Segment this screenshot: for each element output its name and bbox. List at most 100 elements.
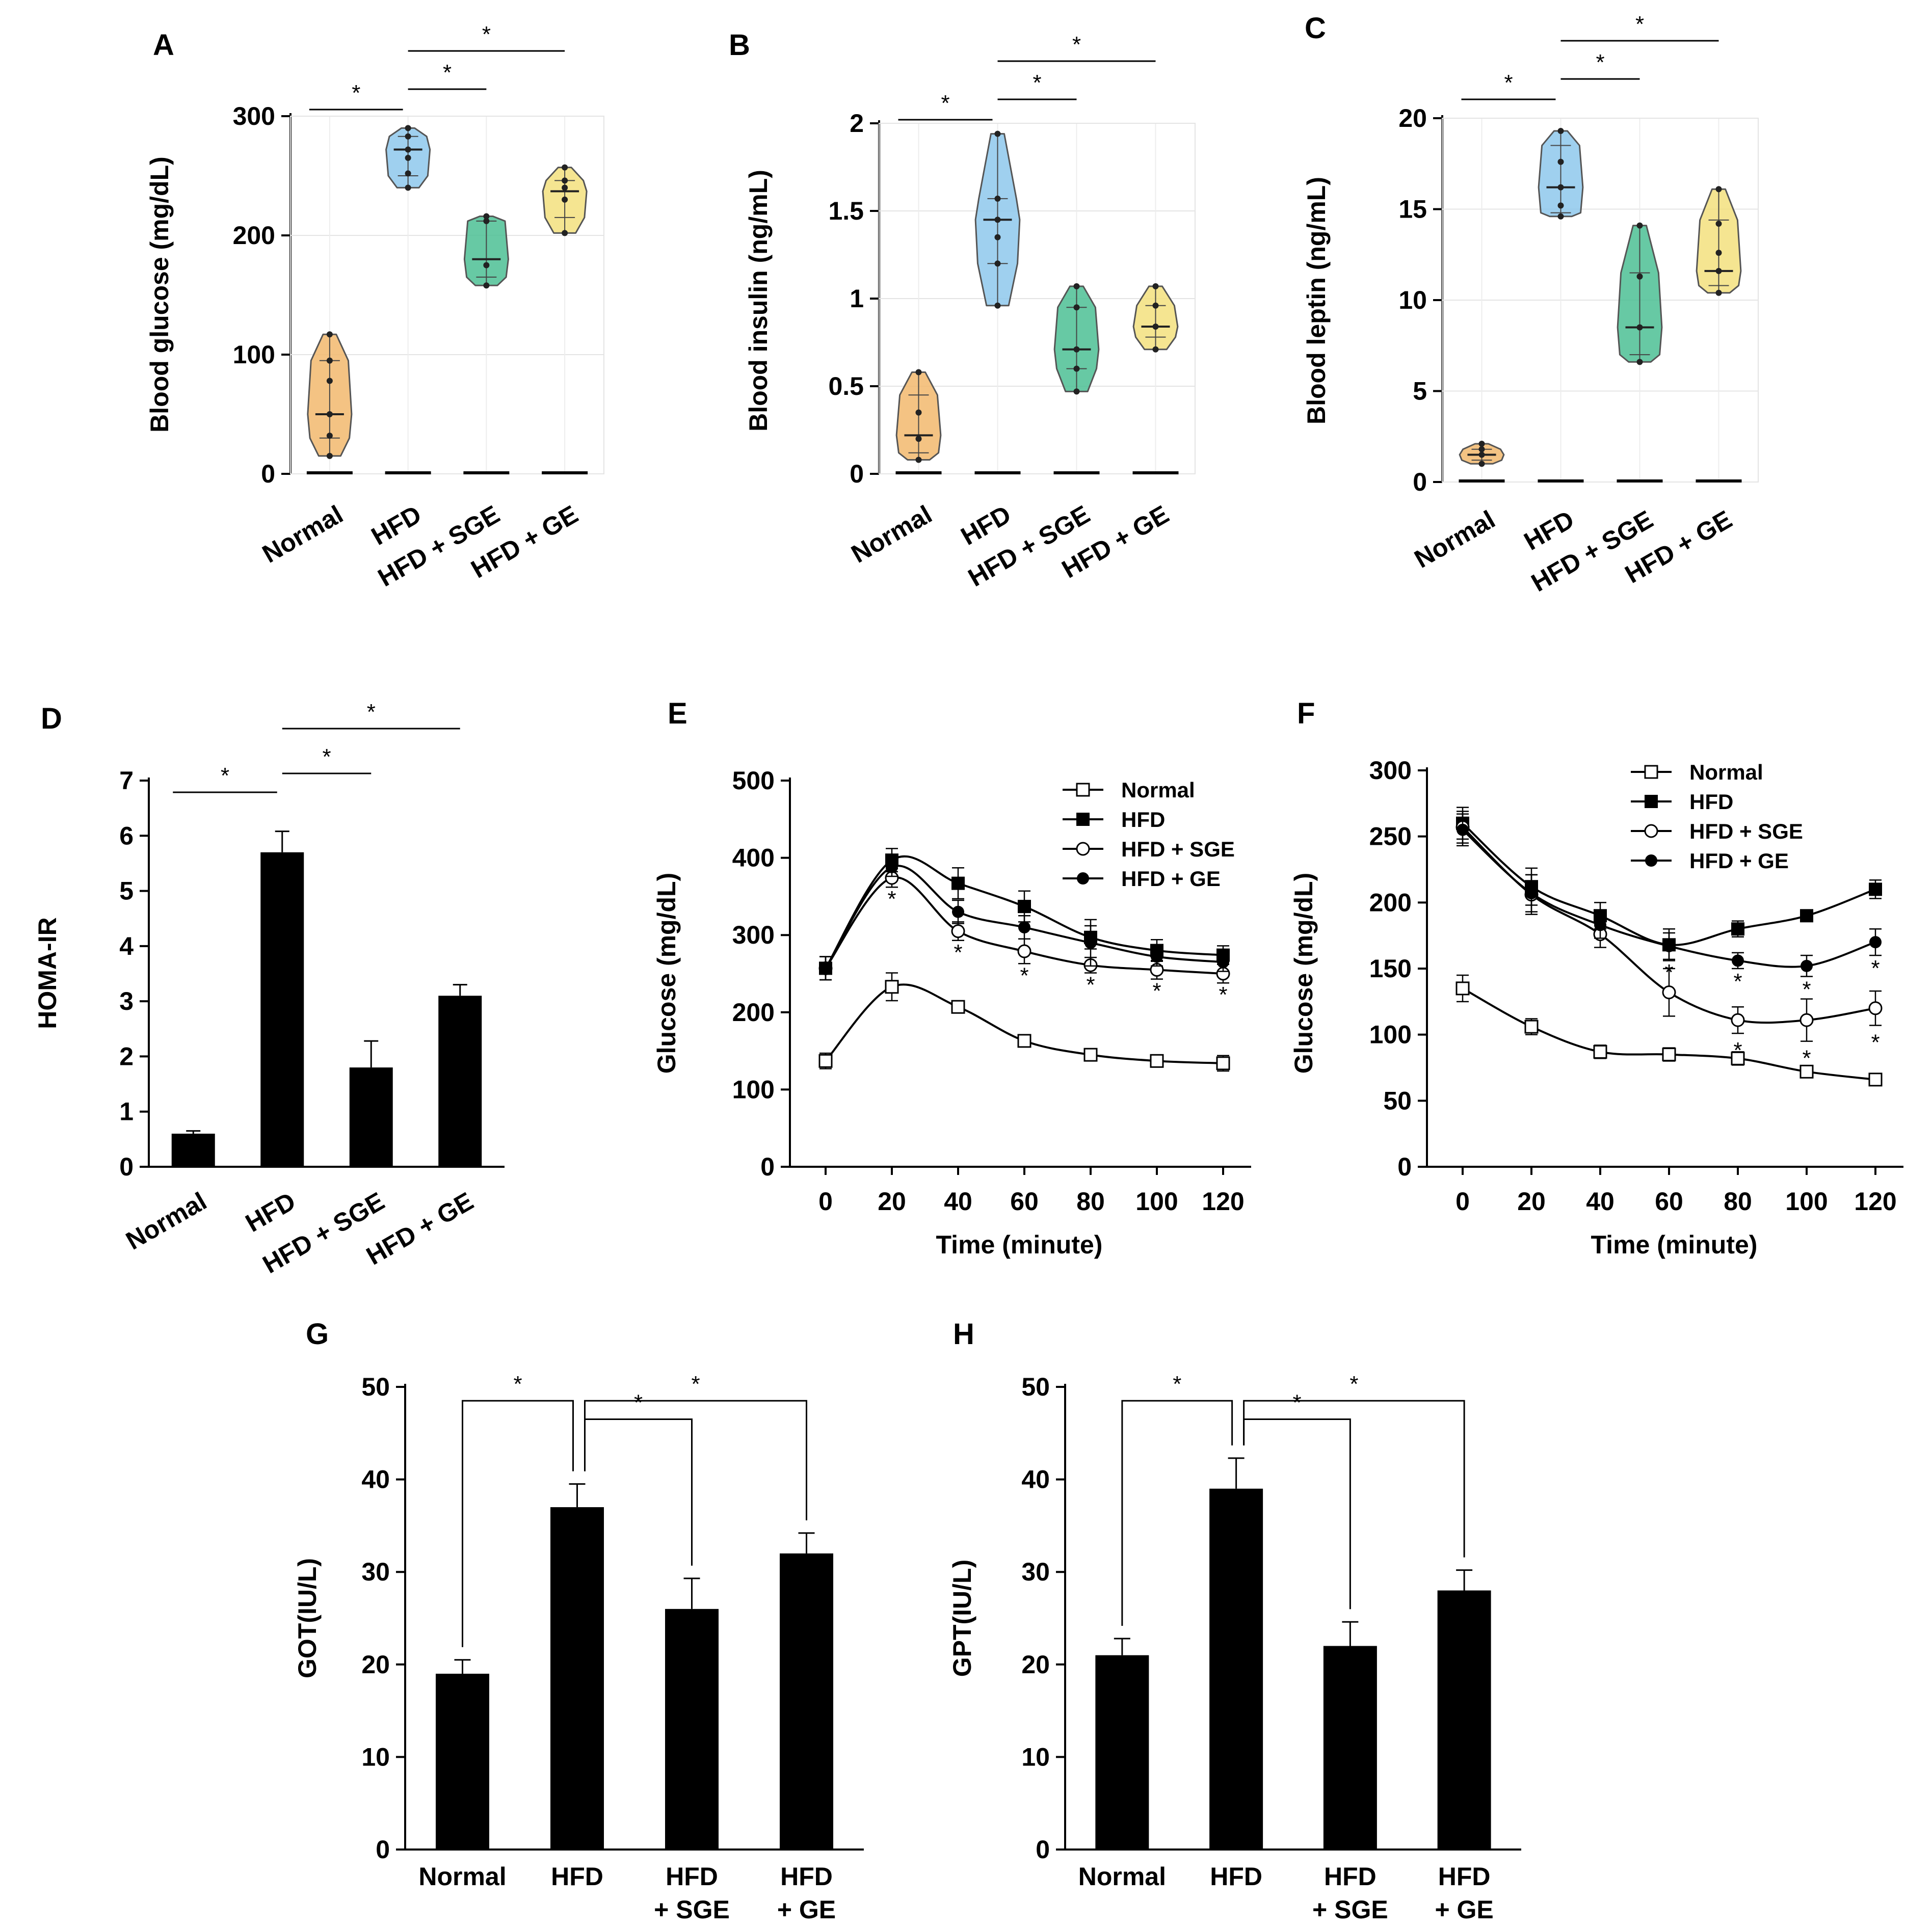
significance-star-G: * (513, 1372, 522, 1397)
legend-label-E: HFD (1121, 808, 1165, 832)
data-point-C (1557, 127, 1564, 134)
data-point-A (405, 170, 411, 177)
y-tick-label-E: 200 (732, 998, 775, 1027)
panel-letter-A: A (153, 29, 174, 62)
data-point-A (405, 146, 411, 153)
panel-letter-H: H (953, 1318, 974, 1351)
y-tick-label-E: 500 (732, 766, 775, 795)
marker-F (1594, 919, 1606, 931)
data-point-B (994, 195, 1001, 202)
marker-E (951, 1000, 965, 1014)
y-axis-title-A: Blood glucose (mg/dL) (145, 156, 174, 433)
bar-H (1209, 1488, 1263, 1850)
marker-E (1018, 900, 1031, 914)
data-point-C (1478, 461, 1485, 467)
y-tick-label-D: 6 (119, 821, 134, 850)
y-tick-label-E: 100 (732, 1075, 775, 1104)
significance-star-D: * (322, 744, 331, 769)
data-point-A (405, 125, 411, 131)
y-tick-label-A: 300 (233, 102, 275, 130)
data-point-C (1478, 441, 1485, 447)
marker-E (1083, 1048, 1098, 1062)
marker-E-legend (1076, 842, 1090, 856)
data-point-A (483, 282, 490, 289)
y-axis-title-E: Glucose (mg/dL) (652, 873, 681, 1074)
data-point-A (483, 213, 490, 220)
marker-F (1732, 954, 1744, 967)
category-label-D: Normal (121, 1187, 211, 1255)
x-tick-label-E: 20 (878, 1187, 906, 1216)
significance-star-E: * (887, 887, 896, 912)
y-axis-title-B: Blood insulin (ng/mL) (744, 170, 773, 432)
y-tick-label-B: 1 (850, 284, 864, 313)
data-point-B (1152, 283, 1159, 289)
significance-star-F: * (1733, 1038, 1742, 1063)
significance-star-F: * (1664, 960, 1673, 985)
significance-star-G: * (691, 1372, 700, 1397)
y-tick-label-D: 4 (119, 932, 134, 960)
data-point-A (326, 433, 333, 439)
category-label-G: HFD (551, 1862, 603, 1891)
y-tick-label-F: 200 (1369, 888, 1412, 917)
x-tick-label-E: 80 (1076, 1187, 1105, 1216)
category-label-A: Normal (257, 500, 348, 569)
y-tick-label-G: 30 (361, 1558, 390, 1586)
significance-star-F: * (1871, 956, 1880, 981)
marker-F (1868, 1073, 1883, 1087)
marker-F (1525, 887, 1538, 900)
series-line-E (825, 983, 1224, 1064)
data-point-B (915, 409, 922, 416)
legend-label-F: HFD + SGE (1689, 819, 1803, 843)
y-tick-label-C: 15 (1398, 195, 1427, 224)
legend-label-E: HFD + SGE (1121, 837, 1235, 861)
significance-star-B: * (1072, 32, 1081, 57)
y-tick-label-C: 10 (1398, 286, 1427, 314)
category-label-H: Normal (1078, 1862, 1166, 1891)
y-tick-label-G: 50 (361, 1373, 390, 1401)
significance-star-E: * (1152, 979, 1161, 1004)
significance-bracket-H (1243, 1400, 1465, 1558)
marker-E (1018, 921, 1030, 934)
marker-F (1593, 1044, 1607, 1059)
y-tick-label-D: 3 (119, 987, 134, 1015)
y-axis-title-H: GPT(IU/L) (948, 1560, 976, 1677)
marker-F (1662, 985, 1676, 1000)
significance-star-E: * (1219, 982, 1227, 1007)
significance-star-F: * (1871, 1030, 1880, 1055)
marker-F (1524, 1020, 1539, 1034)
y-tick-label-F: 100 (1369, 1021, 1412, 1049)
data-point-A (326, 331, 333, 338)
data-point-A (562, 164, 568, 171)
data-point-B (915, 457, 922, 463)
x-tick-label-F: 100 (1785, 1187, 1828, 1216)
data-point-A (326, 411, 333, 417)
marker-E-legend (1076, 813, 1090, 826)
category-label-G: + SGE (654, 1895, 730, 1924)
x-tick-label-E: 100 (1135, 1187, 1178, 1216)
y-tick-label-D: 7 (119, 766, 134, 795)
y-tick-label-D: 2 (119, 1042, 134, 1070)
y-tick-label-B: 2 (850, 109, 864, 138)
data-point-C (1557, 184, 1564, 191)
marker-F (1731, 1051, 1745, 1065)
data-point-B (1073, 388, 1080, 395)
data-point-B (994, 234, 1001, 240)
marker-F (1663, 940, 1675, 952)
data-point-C (1557, 213, 1564, 220)
y-tick-label-H: 50 (1021, 1373, 1050, 1401)
y-tick-label-F: 250 (1369, 822, 1412, 851)
category-label-H: + GE (1435, 1895, 1493, 1924)
data-point-C (1636, 222, 1643, 229)
significance-star-H: * (1292, 1390, 1301, 1415)
series-line-F (1462, 822, 1876, 946)
data-point-A (562, 177, 568, 184)
marker-E (1084, 936, 1097, 949)
significance-star-F: * (1733, 969, 1742, 994)
legend-label-E: HFD + GE (1121, 867, 1221, 891)
marker-F (1869, 936, 1882, 949)
bar-D (260, 852, 304, 1167)
x-tick-label-E: 40 (944, 1187, 972, 1216)
marker-F (1799, 1013, 1814, 1027)
data-point-B (1152, 324, 1159, 330)
